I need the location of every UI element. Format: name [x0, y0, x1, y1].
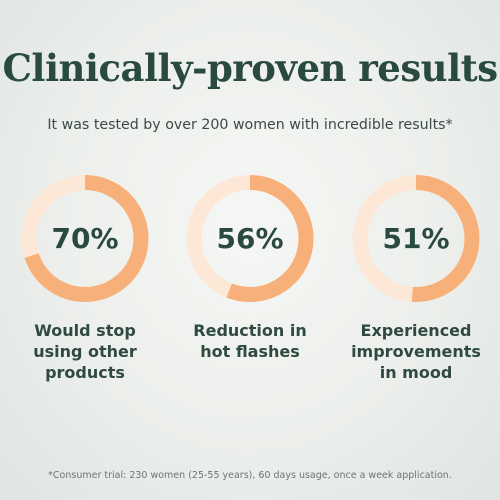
- page-title: Clinically-proven results: [2, 46, 498, 90]
- stat-card-2: 51% Experienced improvements in mood: [336, 172, 496, 382]
- ring-progress: [352, 175, 480, 302]
- ring-progress: [186, 175, 314, 302]
- stat-label: Would stop using other products: [33, 321, 137, 382]
- stat-card-0: 70% Would stop using other products: [5, 172, 165, 382]
- ring-progress: [21, 175, 149, 302]
- stat-percentage: 70%: [51, 222, 119, 255]
- stat-label: Experienced improvements in mood: [351, 321, 481, 382]
- page-subtitle: It was tested by over 200 women with inc…: [47, 117, 453, 133]
- footnote: *Consumer trial: 230 women (25-55 years)…: [48, 470, 452, 481]
- stat-percentage: 51%: [382, 222, 450, 255]
- stat-card-1: 56% Reduction in hot flashes: [170, 172, 330, 372]
- stat-label: Reduction in hot flashes: [193, 321, 307, 361]
- progress-ring: [21, 175, 149, 302]
- progress-ring: [186, 175, 314, 302]
- stat-percentage: 56%: [216, 222, 284, 255]
- progress-ring: [352, 175, 480, 302]
